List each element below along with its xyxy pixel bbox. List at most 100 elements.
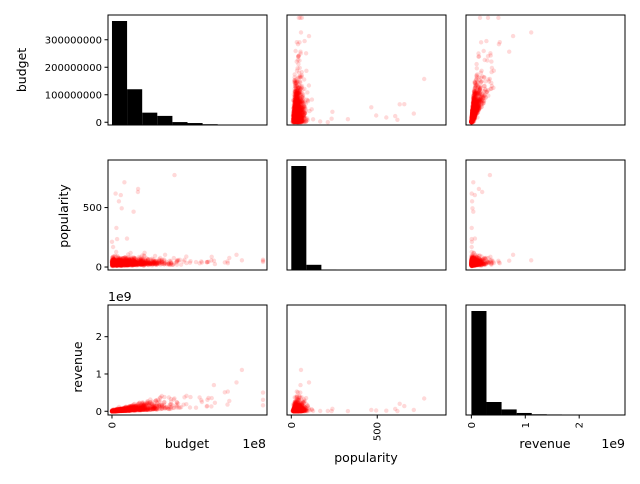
scatter-point [300,88,304,92]
scatter-point [176,259,180,263]
scatter-point [330,110,334,114]
scatter-point [188,261,192,265]
y-tick-label-popularity: 0 [96,263,102,274]
scatter-point [329,117,333,121]
scatter-point [125,236,129,240]
scatter-point [294,113,298,117]
scatter-point [326,120,330,124]
scatter-point [227,256,231,260]
scatter-point [297,40,301,44]
scatter-point [477,107,481,111]
scatter-point [482,49,486,53]
scatter-point [294,81,298,85]
scatter-point [298,74,302,78]
scatter-point [299,30,303,34]
axes-frame [466,15,625,125]
scatter-point [293,72,297,76]
scatter-point [302,77,306,81]
scatter-point [511,34,515,38]
scatter-point [470,245,474,249]
scatter-point [179,263,183,267]
scatter-point [114,226,118,230]
scatter-point [293,117,297,121]
scatter-point [136,190,140,194]
scatter-point [296,54,300,58]
scatter-point [488,87,492,91]
y-tick-label-budget: 0 [96,118,102,129]
scatter-point [115,237,119,241]
scatter-point [293,92,297,96]
scatter-point [496,16,500,20]
scatter-point [471,104,475,108]
scatter-point [184,254,188,258]
scatter-point [172,256,176,260]
scatter-point [142,254,146,258]
scatter-point [210,255,214,259]
scatter-point [473,80,477,84]
scatter-point [125,263,129,267]
scatter-point [485,90,489,94]
hist-bar-budget [157,116,172,125]
panel-popularity-vs-revenue [466,160,625,270]
panel-popularity-vs-budget: 0 500 [83,160,267,274]
scatter-point [470,199,474,203]
hist-bar-budget [112,21,127,125]
scatter-point [132,257,136,261]
scatter-point [304,51,308,55]
scatter-point [172,173,176,177]
y-tick-label-popularity: 500 [83,203,102,214]
panel-budget-vs-popularity [287,15,446,125]
scatter-point [157,257,161,261]
scatter-point [318,119,322,123]
hist-bar-popularity [306,265,321,270]
scatter-point [297,16,301,20]
scatter-point [299,115,303,119]
scatter-point [486,77,490,81]
scatter-point [305,98,309,102]
scatter-point [162,259,166,263]
scatter-point [477,54,481,58]
scatter-point [305,90,309,94]
scatter-point [110,240,114,244]
scatter-point [346,117,350,121]
panel-popularity-vs-popularity [287,160,446,270]
scatter-point [511,253,515,257]
scatter-point [205,260,209,264]
scatter-point [478,88,482,92]
y-tick-label-budget: 200000000 [45,63,102,74]
panel-budget-vs-revenue [466,15,625,125]
scatter-point [133,262,137,266]
scatter-point [111,245,115,249]
scatter-point [131,210,135,214]
hist-bar-budget [142,113,157,125]
scatter-point [492,69,496,73]
scatter-point [295,66,299,70]
y-tick-label-budget: 300000000 [45,35,102,46]
scatter-point [297,58,301,62]
scatter-point [119,193,123,197]
scatter-point [369,105,373,109]
scatter-point [310,107,314,111]
scatter-point [307,83,311,87]
scatter-point [120,261,124,265]
scatter-point [293,49,297,53]
scatter-point [398,102,402,106]
scatter-point [484,39,488,43]
axes-frame [287,160,446,270]
scatter-point [150,262,154,266]
scatter-point [470,226,474,230]
scatter-point [199,259,203,263]
scatter-point [298,80,302,84]
scatter-point [474,62,478,66]
scatter-point [482,75,486,79]
scatter-point [167,262,171,266]
scatter-point [485,58,489,62]
scatter-point [122,180,126,184]
scatter-point [470,240,474,244]
scatter-point [311,117,315,121]
scatter-point [507,50,511,54]
scatter-point [477,95,481,99]
